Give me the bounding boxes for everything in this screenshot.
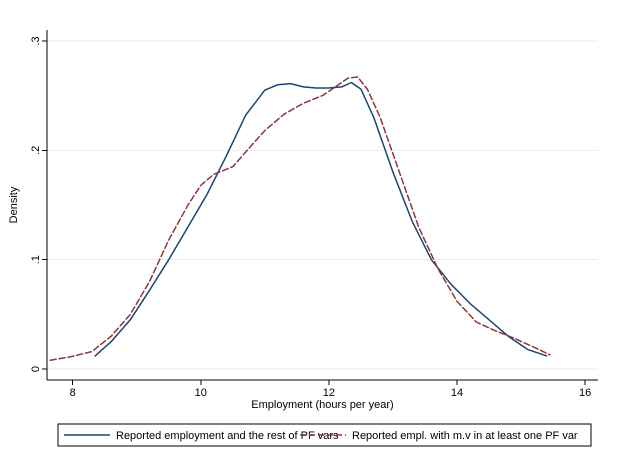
y-tick-label: .1 <box>30 255 42 264</box>
axis-layer <box>46 30 598 381</box>
series-line-2 <box>49 76 551 362</box>
y-tick-label: .3 <box>30 36 42 45</box>
y-axis-title: Density <box>8 186 20 223</box>
legend-box <box>57 423 592 447</box>
x-tick-label: 14 <box>451 387 463 399</box>
series-layer <box>49 76 551 362</box>
x-tick-label: 10 <box>195 387 207 399</box>
x-tick-label: 12 <box>323 387 335 399</box>
y-tick-label: .2 <box>30 146 42 155</box>
y-tick-label: 0 <box>30 366 42 372</box>
ticks-layer: 0 .1 .2 .3 8 10 12 14 16 <box>30 36 591 399</box>
x-tick-label: 8 <box>70 387 76 399</box>
legend-label-series-2: Reported empl. with m.v in at least one … <box>352 430 578 442</box>
legend-label-series-1: Reported employment and the rest of PF v… <box>116 430 339 442</box>
series-line-1 <box>94 81 548 357</box>
x-tick-label: 16 <box>579 387 591 399</box>
legend: Reported employment and the rest of PF v… <box>57 423 592 447</box>
grid-layer <box>47 40 598 370</box>
x-axis-title: Employment (hours per year) <box>251 399 393 411</box>
